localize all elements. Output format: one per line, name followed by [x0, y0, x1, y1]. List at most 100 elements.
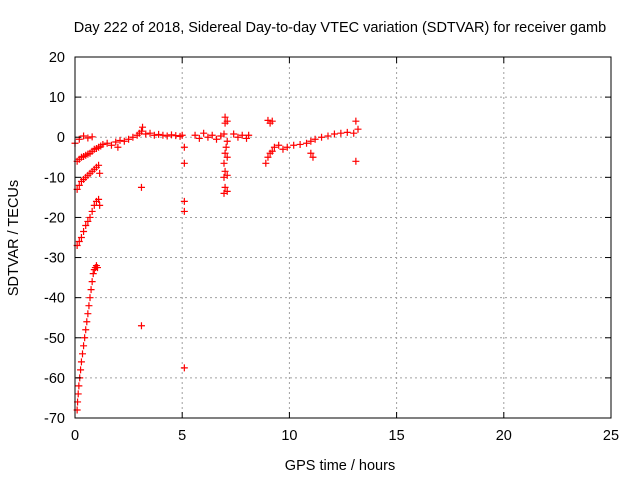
data-point — [279, 145, 287, 153]
data-point — [318, 133, 326, 141]
data-point — [86, 213, 94, 221]
x-tick-label: 0 — [71, 428, 79, 444]
data-point — [125, 135, 133, 143]
data-point — [79, 350, 87, 358]
x-tick-label: 15 — [389, 428, 405, 444]
data-point — [89, 270, 97, 278]
data-point — [137, 127, 145, 135]
x-axis-label: GPS time / hours — [285, 458, 395, 474]
data-point — [180, 364, 188, 372]
data-point — [354, 125, 362, 133]
data-point — [99, 140, 107, 148]
y-tick-label: -20 — [44, 210, 65, 226]
data-point — [95, 195, 103, 203]
data-point — [137, 183, 145, 191]
data-point — [96, 169, 104, 177]
data-point — [150, 131, 158, 139]
x-tick-label: 20 — [496, 428, 512, 444]
data-point — [303, 139, 311, 147]
data-point — [221, 113, 229, 121]
data-point — [83, 318, 91, 326]
data-point — [223, 137, 231, 145]
data-point — [84, 217, 92, 225]
data-point — [180, 159, 188, 167]
data-point — [80, 227, 88, 235]
data-point — [75, 181, 83, 189]
data-point — [178, 131, 186, 139]
data-point — [180, 197, 188, 205]
data-point — [103, 139, 111, 147]
data-point — [85, 302, 93, 310]
data-point — [75, 382, 83, 390]
data-point — [84, 310, 92, 318]
data-point — [94, 264, 102, 272]
data-point — [75, 238, 83, 246]
data-point — [220, 130, 228, 138]
data-point — [82, 326, 90, 334]
data-point — [220, 159, 228, 167]
x-tick-label: 5 — [178, 428, 186, 444]
data-point — [77, 234, 85, 241]
data-point — [234, 133, 242, 141]
data-point — [262, 159, 270, 167]
data-point — [221, 183, 229, 191]
data-point — [112, 138, 120, 146]
data-point — [155, 130, 163, 138]
data-point — [270, 143, 278, 151]
data-point — [77, 358, 85, 366]
y-tick-label: -60 — [44, 371, 65, 387]
y-axis-label: SDTVAR / TECUs — [6, 180, 22, 296]
data-point — [238, 131, 246, 139]
data-point — [296, 140, 304, 148]
data-point — [114, 143, 122, 151]
y-tick-label: 10 — [49, 90, 65, 106]
data-point — [350, 129, 358, 137]
data-point — [245, 131, 253, 139]
data-point — [311, 135, 319, 143]
data-point — [80, 342, 88, 350]
grid-lines — [75, 57, 611, 418]
data-point — [204, 133, 212, 141]
data-point — [221, 167, 229, 175]
data-point — [88, 278, 96, 286]
data-point — [116, 136, 124, 144]
data-point — [330, 130, 338, 138]
data-point — [159, 131, 167, 139]
data-point — [191, 131, 199, 139]
data-point — [82, 221, 90, 229]
data-point — [222, 143, 230, 151]
data-point — [307, 137, 315, 145]
data-point — [220, 173, 228, 181]
data-point — [220, 189, 228, 197]
data-point — [86, 294, 94, 302]
data-point — [221, 149, 229, 157]
data-point — [221, 119, 229, 127]
data-point — [268, 117, 276, 125]
data-point — [120, 137, 128, 145]
data-point — [352, 157, 360, 165]
data-point — [264, 153, 272, 161]
axis-ticks: 0 5 10 15 20 25 -70 -60 -50 -40 -30 -20 -10 0 10 20 — [44, 50, 619, 444]
data-point — [180, 207, 188, 215]
data-point — [81, 334, 89, 342]
x-tick-label: 25 — [603, 428, 619, 444]
data-point — [337, 129, 345, 137]
data-point — [324, 132, 332, 140]
chart-title: Day 222 of 2018, Sidereal Day-to-day VTE… — [74, 20, 606, 36]
data-point — [230, 130, 238, 138]
data-point — [195, 134, 203, 142]
data-point — [275, 141, 283, 149]
data-point — [84, 134, 92, 142]
data-point — [95, 161, 103, 169]
data-point — [352, 117, 360, 125]
y-tick-label: -10 — [44, 170, 65, 186]
x-tick-label: 10 — [281, 428, 297, 444]
data-point — [307, 149, 315, 157]
data-point — [87, 286, 95, 294]
data-point — [223, 153, 231, 161]
y-tick-label: -30 — [44, 251, 65, 267]
data-points — [71, 113, 362, 414]
data-point — [309, 153, 317, 161]
data-point — [213, 135, 221, 143]
